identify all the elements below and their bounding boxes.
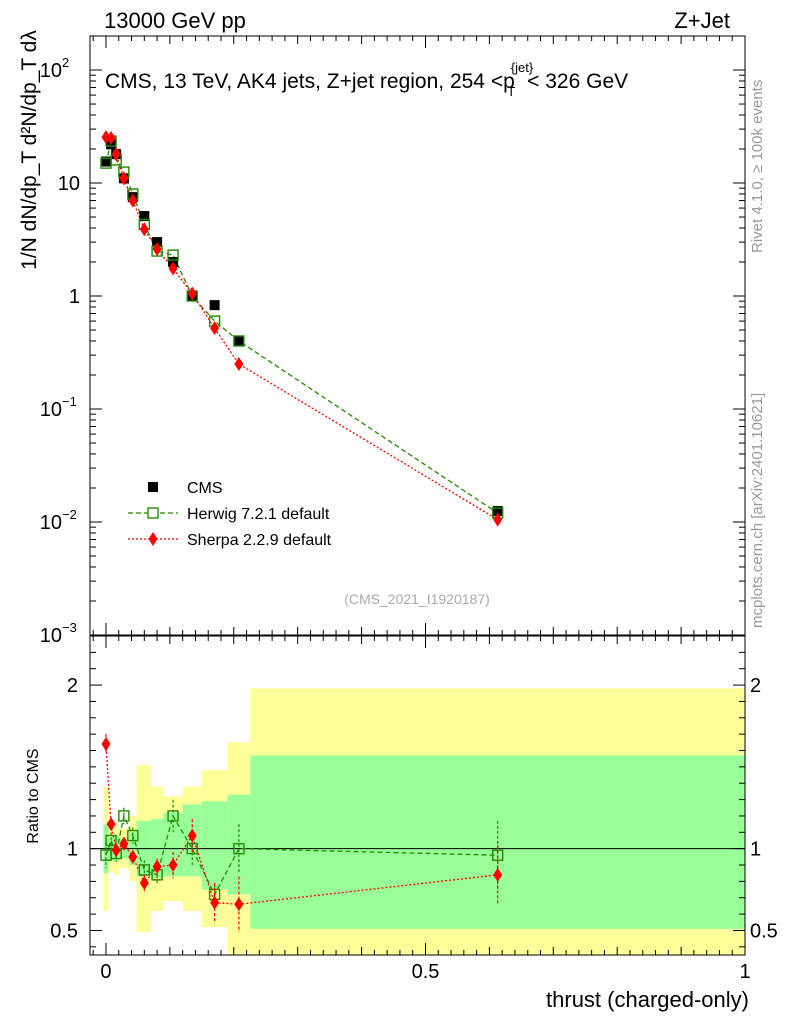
ratio-y-axis-label: Ratio to CMS [25,748,42,843]
sherpa-marker [106,131,116,146]
sherpa-marker [168,261,178,276]
cms-data-point [233,335,244,346]
legend-label: Herwig 7.2.1 default [187,506,330,523]
herwig-marker [233,335,245,347]
ratio-sherpa-marker [128,849,138,864]
sherpa-marker [187,286,197,301]
ratio-herwig-marker [233,842,245,855]
legend-cms-marker [148,482,158,492]
x-tick-label: 1 [739,961,750,983]
cms-data-point [100,156,111,167]
sherpa-marker [152,242,162,257]
main-y-tick-label: 10 [40,60,62,82]
main-y-tick-label: 10 [58,173,80,195]
ratio-sherpa-marker [152,859,162,874]
main-y-axis-label-text: 1/N dN/dp_T d²N/dp_T dλ [18,30,41,270]
legend-herwig-marker [147,507,159,519]
cms-data-point [492,506,503,517]
ratio-herwig-marker [491,849,504,861]
ratio-sherpa-marker [210,895,220,910]
ratio-y-tick-label: 2 [67,675,78,697]
ratio-y-tick-label-right: 1 [750,839,761,861]
chart-title: CMS, 13 TeV, AK4 jets, Z+jet region, 254… [105,60,628,99]
header-right-label: Z+Jet [674,8,730,33]
sherpa-marker [234,357,244,372]
ratio-herwig-marker [127,829,139,842]
band-inner-bin [201,801,228,890]
legend-label: Sherpa 2.2.9 default [187,532,332,549]
sherpa-marker [493,512,503,527]
main-y-tick-exponent: 2 [62,55,69,70]
ratio-sherpa-marker [111,843,121,858]
sherpa-marker [111,147,121,162]
main-y-tick-label: 10 [40,399,62,421]
main-series-line [105,136,499,521]
legend-sherpa-marker [148,532,158,546]
main-y-tick-exponent: −3 [62,620,77,635]
main-y-tick-label: 10 [40,512,62,534]
ratio-y-tick-label: 1 [67,839,78,861]
main-frame [89,35,746,636]
main-series-line [105,140,499,514]
ratio-uncertainty-bands [103,688,745,955]
cms-data-point [209,300,220,311]
legend: CMS Herwig 7.2.1 default Sherpa 2.2.9 defa… [128,480,332,549]
x-axis-label: thrust (charged-only) [546,987,749,1012]
sherpa-marker [128,193,138,208]
ratio-herwig-marker [118,810,130,822]
ratio-herwig-marker [105,834,117,847]
analysis-watermark: (CMS_2021_I1920187) [344,591,490,607]
ratio-sherpa-marker [187,828,197,843]
main-y-tick-exponent: −1 [62,394,77,409]
ratio-sherpa-marker [119,836,129,851]
x-tick-label: 0.5 [412,961,440,983]
ratio-herwig-marker [167,810,179,822]
x-tick-label: 0 [100,961,111,983]
main-y-tick-label: 10 [40,625,62,647]
cms-data-point [139,211,150,222]
band-inner-bin [163,812,183,877]
main-y-tick-label: 1 [69,286,80,308]
ratio-herwig-marker [186,842,198,855]
ratio-sherpa-marker [106,817,116,832]
ratio-sherpa-marker [139,876,149,891]
ratio-frame [89,635,746,956]
ratio-sherpa-marker [234,897,244,912]
ratio-y-tick-label: 0.5 [50,920,78,942]
ratio-y-tick-label-right: 0.5 [750,920,778,942]
sherpa-marker [119,171,129,186]
side-label-top: Rivet 4.1.0, ≥ 100k events [749,80,766,253]
herwig-marker [167,249,179,261]
ratio-y-tick-label-right: 2 [750,675,761,697]
ratio-sherpa-marker [168,858,178,873]
main-y-axis-label: 1/N dN/dp_T d²N/dp_T dλ [18,30,41,270]
header-left-label: 13000 GeV pp [104,8,246,33]
ratio-sherpa-marker [493,867,503,882]
sherpa-marker [210,321,220,336]
cms-data-point [152,237,163,248]
ratio-sherpa-marker [101,736,111,751]
series-markers [100,130,504,933]
legend-label: CMS [187,480,223,497]
sherpa-marker [139,222,149,237]
main-y-tick-exponent: −2 [62,507,77,522]
side-label-bottom: mcplots.cern.ch [arXiv:2401.10621] [749,393,766,628]
